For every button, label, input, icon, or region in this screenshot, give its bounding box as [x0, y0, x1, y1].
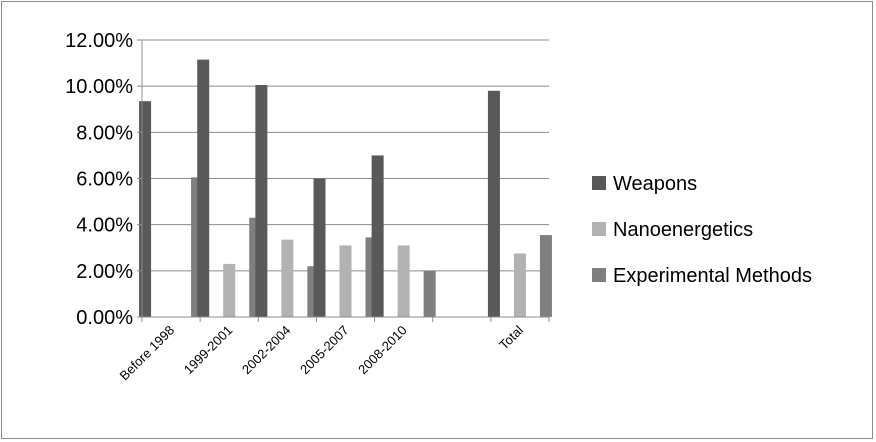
bar-weapons: [313, 178, 326, 317]
bar-nanoenergetics: [339, 245, 352, 317]
y-tick-labels: 0.00% 2.00% 4.00% 6.00% 8.00% 10.00% 12.00%: [65, 30, 133, 329]
bar-nanoenergetics: [281, 239, 294, 317]
bar-experimental-methods: [539, 235, 552, 317]
legend-label: Weapons: [613, 173, 697, 195]
legend-label: Experimental Methods: [613, 265, 812, 287]
y-tick-label: 8.00%: [76, 122, 133, 144]
bar-weapons: [197, 59, 210, 317]
bar-weapons: [371, 155, 384, 317]
bar-nanoenergetics: [397, 245, 410, 317]
gridlines: [142, 39, 549, 272]
x-tick-label: 2002-2004: [239, 323, 294, 378]
bar-nanoenergetics: [223, 263, 236, 317]
bar-experimental-methods: [423, 270, 436, 317]
bar-weapons: [487, 90, 500, 318]
x-tick-label: 2008-2010: [355, 323, 410, 378]
y-tick-label: 12.00%: [65, 30, 133, 52]
axes: [137, 39, 550, 322]
x-tick-labels: Before 1998 1999-2001 2002-2004 2005-2007 20…: [116, 322, 526, 383]
y-tick-label: 4.00%: [76, 215, 133, 237]
legend-item: Weapons: [592, 173, 697, 195]
y-tick-label: 2.00%: [76, 261, 133, 283]
bars: [139, 59, 552, 318]
x-tick-label: 2005-2007: [297, 323, 352, 378]
bar-nanoenergetics: [513, 253, 526, 317]
legend-item: Nanoenergetics: [592, 219, 753, 241]
legend-label: Nanoenergetics: [613, 219, 753, 241]
bar-weapons: [139, 101, 152, 317]
y-tick-label: 6.00%: [76, 169, 133, 191]
legend-item: Experimental Methods: [592, 265, 812, 287]
y-tick-label: 0.00%: [76, 307, 133, 329]
x-tick-label: 1999-2001: [181, 323, 236, 378]
legend: Weapons Nanoenergetics Experimental Method…: [592, 173, 812, 287]
legend-swatch: [592, 268, 606, 282]
bar-weapons: [255, 85, 268, 317]
legend-swatch: [592, 222, 606, 236]
x-tick-label: Total: [496, 322, 526, 352]
y-tick-label: 10.00%: [65, 76, 133, 98]
legend-swatch: [592, 176, 606, 190]
x-tick-label: Before 1998: [116, 323, 177, 384]
